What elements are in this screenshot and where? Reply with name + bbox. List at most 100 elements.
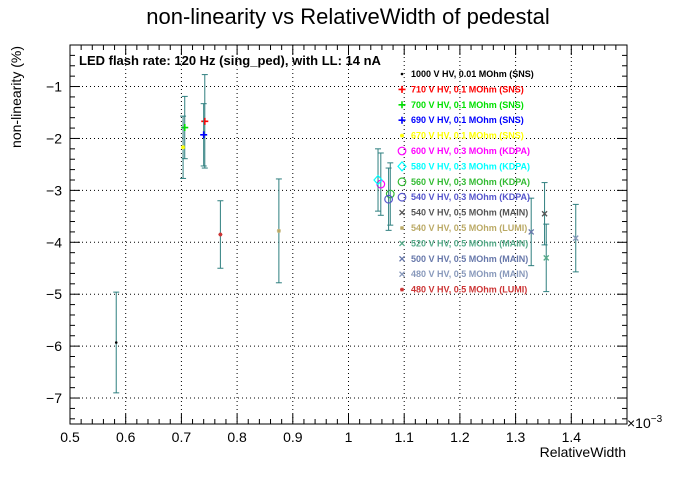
legend-item: 710 V HV, 0.1 MOhm (SNS)	[398, 84, 524, 94]
legend-label: 670 V HV, 0.1 MOhm (SNS)	[411, 131, 524, 141]
legend-marker	[400, 72, 404, 76]
y-tick-label: −7	[46, 390, 62, 406]
x-tick-label: 1.2	[450, 429, 470, 445]
legend-label: 690 V HV, 0.1 MOhm (SNS)	[411, 115, 524, 125]
legend-marker	[400, 226, 404, 230]
data-point	[543, 223, 550, 293]
chart-title: non-linearity vs RelativeWidth of pedest…	[146, 4, 550, 29]
legend-label: 520 V HV, 0.5 MOhm (MAIN)	[411, 238, 528, 248]
legend-label: 1000 V HV, 0.01 MOhm (SNS)	[411, 69, 534, 79]
legend-marker	[398, 116, 406, 124]
legend-item: 540 V HV, 0.5 MOhm (LUMI)	[400, 223, 527, 233]
y-axis-label: non-linearity (%)	[8, 46, 24, 148]
legend-item: 520 V HV, 0.5 MOhm (MAIN)	[399, 238, 528, 248]
y-tick-label: −2	[46, 130, 62, 146]
data-point	[181, 95, 189, 160]
legend-marker	[399, 209, 405, 216]
legend-label: 560 V HV, 0.3 MOhm (KDPA)	[411, 177, 530, 187]
legend-item: 580 V HV, 0.3 MOhm (KDPA)	[397, 160, 530, 172]
legend-label: 710 V HV, 0.1 MOhm (SNS)	[411, 84, 524, 94]
x-tick-label: 1.1	[394, 429, 414, 445]
legend-label: 480 V HV, 0.5 MOhm (MAIN)	[411, 269, 528, 279]
legend-item: 600 V HV, 0.3 MOhm (KDPA)	[397, 146, 530, 156]
data-marker	[384, 194, 394, 204]
legend-marker	[398, 85, 406, 93]
legend-item: 560 V HV, 0.3 MOhm (KDPA)	[397, 177, 530, 187]
data-marker	[528, 228, 535, 235]
data-point	[275, 178, 282, 284]
data-marker	[276, 228, 281, 233]
data-marker	[218, 232, 223, 237]
x-axis-multiplier-base: ×10	[627, 415, 651, 431]
data-marker	[114, 341, 118, 344]
legend-item: 480 V HV, 0.5 MOhm (MAIN)	[399, 269, 528, 279]
legend-item: 690 V HV, 0.1 MOhm (SNS)	[398, 115, 524, 125]
x-tick-label: 0.6	[116, 429, 136, 445]
legend-label: 500 V HV, 0.5 MOhm (MAIN)	[411, 254, 528, 264]
data-point	[113, 291, 120, 394]
legend-item: 540 V HV, 0.3 MOhm (KDPA)	[397, 192, 530, 202]
data-point	[385, 162, 395, 226]
legend-label: 480 V HV, 0.5 MOhm (LUMI)	[411, 285, 527, 295]
y-tick-label: −6	[46, 338, 62, 354]
x-axis-multiplier-exponent: −3	[651, 414, 663, 425]
legend-marker	[400, 287, 404, 292]
legend-item: 540 V HV, 0.5 MOhm (MAIN)	[399, 208, 528, 218]
data-point	[180, 115, 187, 179]
x-axis-multiplier: ×10−3	[627, 414, 663, 431]
data-marker	[385, 189, 395, 199]
x-tick-label: 1.4	[562, 429, 582, 445]
legend-label: 600 V HV, 0.3 MOhm (KDPA)	[411, 146, 530, 156]
x-tick-label: 1.3	[506, 429, 526, 445]
data-point	[572, 203, 579, 273]
data-marker	[181, 145, 186, 150]
data-point	[384, 167, 394, 231]
data-marker	[572, 235, 579, 242]
data-point	[217, 200, 224, 269]
legend-label: 580 V HV, 0.3 MOhm (KDPA)	[411, 161, 530, 171]
chart-annotation: LED flash rate: 120 Hz (sing_ped), with …	[79, 53, 382, 68]
legend-item: 500 V HV, 0.5 MOhm (MAIN)	[399, 254, 528, 264]
x-tick-label: 0.9	[283, 429, 303, 445]
x-axis-label: RelativeWidth	[540, 444, 626, 460]
legend: 1000 V HV, 0.01 MOhm (SNS) 710 V HV, 0.1 …	[397, 69, 534, 295]
legend-marker	[399, 240, 405, 247]
legend-label: 540 V HV, 0.5 MOhm (MAIN)	[411, 208, 528, 218]
legend-label: 540 V HV, 0.3 MOhm (KDPA)	[411, 192, 530, 202]
legend-marker	[397, 177, 407, 187]
data-marker	[543, 254, 550, 261]
x-tick-label: 0.5	[60, 429, 80, 445]
data-marker	[181, 124, 189, 132]
legend-item: 1000 V HV, 0.01 MOhm (SNS)	[400, 69, 534, 79]
legend-marker	[397, 160, 407, 172]
x-tick-label: 1	[345, 429, 353, 445]
legend-marker	[398, 101, 406, 109]
legend-marker	[397, 192, 407, 202]
data-point	[200, 103, 208, 167]
legend-marker	[400, 133, 404, 138]
data-point	[201, 74, 209, 169]
y-tick-label: −4	[46, 234, 62, 250]
x-tick-label: 0.7	[172, 429, 192, 445]
legend-label: 700 V HV, 0.1 MOhm (SNS)	[411, 100, 524, 110]
legend-marker	[399, 271, 405, 278]
legend-label: 540 V HV, 0.5 MOhm (LUMI)	[411, 223, 527, 233]
data-point	[373, 148, 383, 212]
y-tick-label: −1	[46, 79, 62, 95]
legend-item: 700 V HV, 0.1 MOhm (SNS)	[398, 100, 524, 110]
plot-area: 0.5 0.6 0.7 0.8 0.9 1 1.1 1.2 1.3 1.4 −1 −2 −3 −4 −5 −6…	[46, 44, 628, 445]
y-tick-label: −3	[46, 182, 62, 198]
legend-marker	[399, 255, 405, 262]
data-point	[528, 197, 535, 267]
y-tick-label: −5	[46, 286, 62, 302]
data-marker	[201, 117, 209, 125]
data-marker	[200, 131, 208, 139]
data-marker	[373, 174, 383, 186]
legend-marker	[397, 146, 407, 156]
data-marker	[541, 210, 548, 217]
legend-item: 670 V HV, 0.1 MOhm (SNS)	[400, 131, 524, 141]
legend-item: 480 V HV, 0.5 MOhm (LUMI)	[400, 285, 527, 295]
x-tick-label: 0.8	[227, 429, 247, 445]
